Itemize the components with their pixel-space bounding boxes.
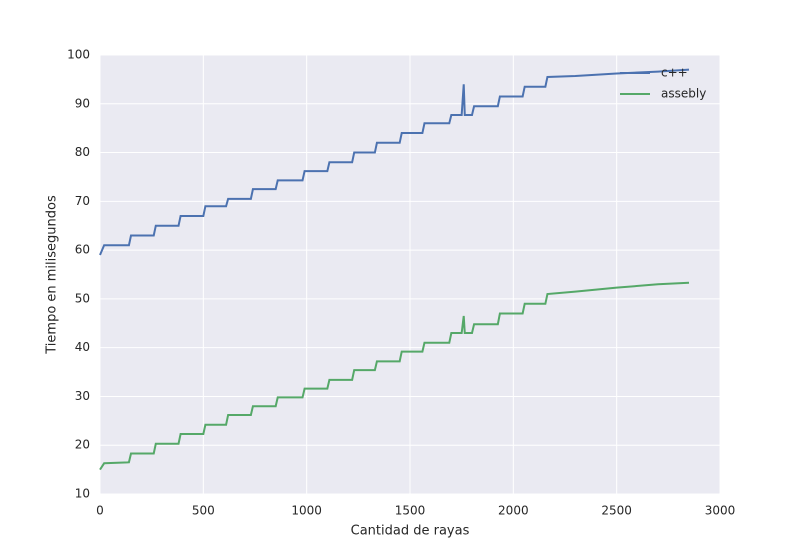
- y-tick-label: 10: [75, 487, 90, 501]
- y-tick-label: 100: [67, 48, 90, 62]
- y-tick-label: 20: [75, 438, 90, 452]
- x-tick-label: 2000: [498, 504, 529, 518]
- x-tick-label: 1000: [291, 504, 322, 518]
- x-tick-label: 0: [96, 504, 104, 518]
- y-tick-label: 60: [75, 243, 90, 257]
- legend-label: c++: [661, 66, 688, 80]
- legend-label: assebly: [661, 87, 706, 101]
- series-line: [99, 281, 690, 471]
- series-line: [99, 68, 690, 256]
- y-axis-label: Tiempo en milisegundos: [45, 195, 60, 355]
- x-tick-label: 500: [192, 504, 215, 518]
- y-tick-label: 40: [75, 340, 90, 354]
- x-axis-label: Cantidad de rayas: [351, 524, 470, 539]
- y-tick-label: 90: [75, 96, 90, 110]
- x-tick-label: 1500: [395, 504, 426, 518]
- y-tick-label: 70: [75, 194, 90, 208]
- y-tick-label: 30: [75, 389, 90, 403]
- y-tick-label: 50: [75, 291, 90, 305]
- y-tick-label: 80: [75, 145, 90, 159]
- x-tick-label: 3000: [705, 504, 736, 518]
- x-tick-label: 2500: [601, 504, 632, 518]
